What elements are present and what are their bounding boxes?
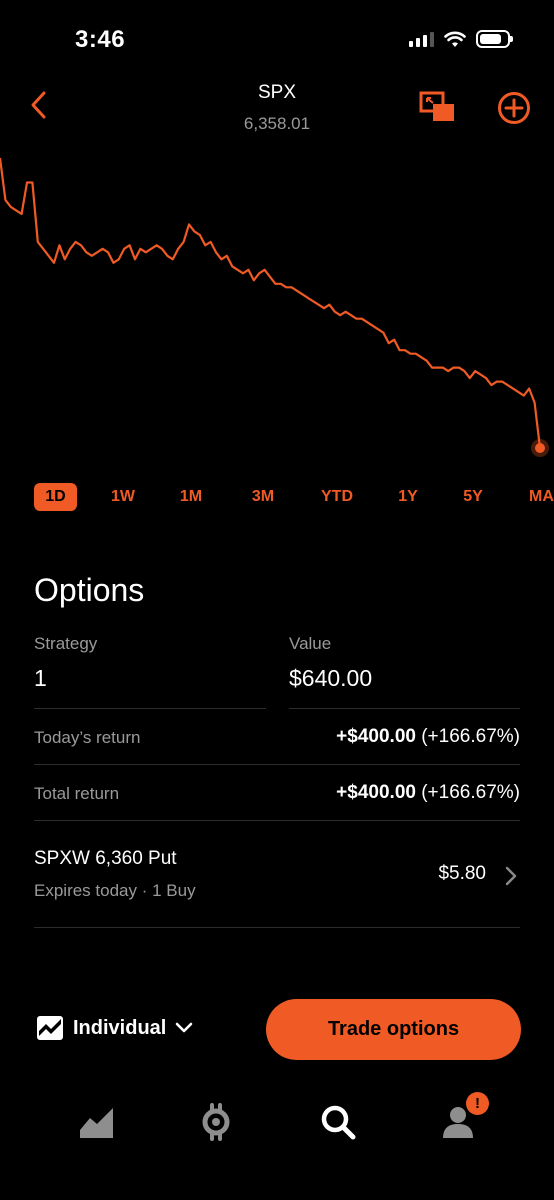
account-selector[interactable]: Individual: [36, 1015, 193, 1041]
chart-area-icon: [37, 1016, 63, 1040]
options-value: $640.00: [289, 665, 373, 691]
divider: [34, 708, 266, 709]
strategy-label: Strategy: [34, 634, 98, 653]
total-return-percent: (+166.67%): [421, 782, 520, 803]
total-return-amount: +$400.00: [336, 782, 416, 803]
price-line-chart[interactable]: [0, 150, 554, 470]
ticker-symbol: SPX: [257, 82, 297, 103]
picture-in-picture-icon[interactable]: [418, 90, 458, 124]
position-price: $5.80: [438, 863, 486, 884]
status-time: 3:46: [75, 26, 126, 53]
range-tab-1d[interactable]: 1D: [34, 483, 77, 511]
todays-return-amount: +$400.00: [336, 726, 416, 747]
add-to-list-button[interactable]: [496, 90, 532, 126]
range-tab-5y[interactable]: 5Y: [463, 488, 483, 505]
trade-options-button[interactable]: Trade options: [266, 999, 521, 1060]
back-button[interactable]: [24, 88, 58, 122]
strategy-value: 1: [34, 665, 47, 691]
tab-account-icon[interactable]: [437, 1100, 481, 1144]
divider: [289, 708, 520, 709]
status-icons: [409, 30, 513, 48]
battery-icon: [476, 30, 513, 48]
divider: [34, 927, 520, 928]
ticker-price: 6,358.01: [243, 114, 311, 133]
position-detail: Expires today · 1 Buy: [34, 881, 196, 900]
price-line: [0, 157, 542, 449]
cellular-signal-icon: [409, 31, 434, 47]
chevron-right-icon: [505, 866, 517, 886]
range-tab-1w[interactable]: 1W: [111, 488, 135, 505]
divider: [34, 820, 520, 821]
total-return-value: +$400.00 (+166.67%): [336, 782, 520, 804]
tab-investing-icon[interactable]: [75, 1100, 119, 1144]
range-tab-max[interactable]: MAX: [529, 488, 554, 505]
chevron-down-icon: [176, 1022, 193, 1033]
todays-return-percent: (+166.67%): [421, 726, 520, 747]
position-name: SPXW 6,360 Put: [34, 848, 177, 869]
range-tab-3m[interactable]: 3M: [251, 488, 275, 505]
ticker-header: SPX 6,358.01: [0, 82, 554, 134]
current-price-dot: [535, 443, 545, 453]
value-label: Value: [289, 634, 332, 653]
range-tab-1m[interactable]: 1M: [179, 488, 203, 505]
account-label: Individual: [73, 1016, 167, 1039]
range-tab-ytd[interactable]: YTD: [321, 488, 353, 505]
tab-search-icon[interactable]: [316, 1100, 360, 1144]
tab-crypto-icon[interactable]: [194, 1100, 238, 1144]
todays-return-value: +$400.00 (+166.67%): [336, 726, 520, 748]
total-return-label: Total return: [34, 784, 120, 803]
todays-return-label: Today’s return: [34, 728, 141, 747]
wifi-icon: [444, 31, 466, 47]
notification-badge: !: [466, 1092, 489, 1115]
time-range-selector: 1D 1W 1M 3M YTD 1Y 5Y MAX: [0, 483, 554, 513]
divider: [34, 764, 520, 765]
range-tab-1y[interactable]: 1Y: [398, 488, 418, 505]
options-section-title: Options: [34, 572, 145, 608]
